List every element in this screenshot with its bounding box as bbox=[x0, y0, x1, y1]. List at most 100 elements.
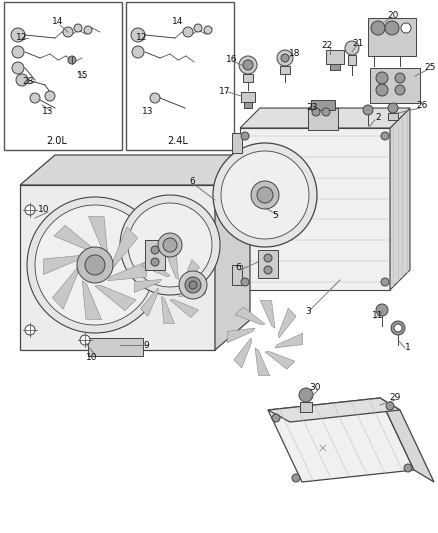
Bar bbox=[300, 402, 312, 412]
Circle shape bbox=[120, 195, 220, 295]
Polygon shape bbox=[227, 328, 255, 343]
Circle shape bbox=[150, 93, 160, 103]
Polygon shape bbox=[240, 108, 410, 128]
Bar bbox=[348, 55, 356, 65]
Circle shape bbox=[221, 151, 309, 239]
Circle shape bbox=[151, 246, 159, 254]
Circle shape bbox=[363, 105, 373, 115]
Circle shape bbox=[239, 56, 257, 74]
Circle shape bbox=[376, 84, 388, 96]
Polygon shape bbox=[20, 185, 215, 350]
Circle shape bbox=[11, 28, 25, 42]
Circle shape bbox=[74, 24, 82, 32]
Circle shape bbox=[179, 271, 207, 299]
Circle shape bbox=[68, 56, 76, 64]
Circle shape bbox=[299, 388, 313, 402]
Polygon shape bbox=[235, 307, 265, 325]
Bar bbox=[308, 108, 338, 130]
Bar bbox=[370, 68, 420, 103]
Bar bbox=[243, 74, 253, 82]
Polygon shape bbox=[390, 108, 410, 290]
Text: 12: 12 bbox=[16, 34, 28, 43]
Circle shape bbox=[185, 277, 201, 293]
Polygon shape bbox=[141, 288, 159, 317]
Circle shape bbox=[381, 132, 389, 140]
Bar bbox=[232, 265, 242, 285]
Circle shape bbox=[292, 474, 300, 482]
Circle shape bbox=[386, 402, 394, 410]
Polygon shape bbox=[170, 300, 198, 318]
Text: 17: 17 bbox=[219, 87, 231, 96]
Circle shape bbox=[385, 21, 399, 35]
Text: 20: 20 bbox=[387, 11, 399, 20]
Circle shape bbox=[189, 281, 197, 289]
Bar bbox=[244, 102, 252, 108]
Bar bbox=[258, 250, 278, 278]
Bar bbox=[4, 2, 122, 150]
Circle shape bbox=[12, 62, 24, 74]
Circle shape bbox=[241, 278, 249, 286]
Polygon shape bbox=[54, 225, 95, 251]
Circle shape bbox=[12, 46, 24, 58]
Circle shape bbox=[391, 321, 405, 335]
Text: 14: 14 bbox=[172, 18, 184, 27]
Text: 28: 28 bbox=[22, 77, 34, 86]
Bar bbox=[280, 66, 290, 74]
Bar bbox=[232, 133, 242, 153]
Bar bbox=[326, 50, 344, 64]
Text: 6: 6 bbox=[235, 263, 241, 272]
Polygon shape bbox=[134, 279, 162, 293]
Text: 11: 11 bbox=[372, 311, 384, 320]
Circle shape bbox=[213, 143, 317, 247]
Polygon shape bbox=[265, 351, 295, 369]
Circle shape bbox=[281, 54, 289, 62]
Bar bbox=[368, 18, 416, 56]
Text: 2.0L: 2.0L bbox=[46, 136, 67, 146]
Text: 30: 30 bbox=[309, 384, 321, 392]
Circle shape bbox=[401, 23, 411, 33]
Circle shape bbox=[404, 464, 412, 472]
Polygon shape bbox=[268, 398, 414, 482]
Circle shape bbox=[394, 324, 402, 332]
Circle shape bbox=[251, 181, 279, 209]
Circle shape bbox=[163, 238, 177, 252]
Circle shape bbox=[371, 21, 385, 35]
Polygon shape bbox=[268, 398, 400, 422]
Polygon shape bbox=[181, 260, 199, 288]
Circle shape bbox=[388, 103, 398, 113]
Circle shape bbox=[204, 26, 212, 34]
Text: 25: 25 bbox=[424, 63, 436, 72]
Bar bbox=[126, 2, 234, 150]
Circle shape bbox=[25, 205, 35, 215]
Circle shape bbox=[395, 73, 405, 83]
Circle shape bbox=[35, 205, 155, 325]
Circle shape bbox=[257, 187, 273, 203]
Circle shape bbox=[151, 258, 159, 266]
Polygon shape bbox=[234, 338, 251, 368]
Polygon shape bbox=[260, 300, 275, 328]
Circle shape bbox=[264, 254, 272, 262]
Circle shape bbox=[312, 108, 320, 116]
Text: 2: 2 bbox=[375, 114, 381, 123]
Polygon shape bbox=[166, 252, 179, 279]
Polygon shape bbox=[141, 259, 170, 277]
Circle shape bbox=[381, 278, 389, 286]
Polygon shape bbox=[20, 155, 250, 185]
Polygon shape bbox=[95, 285, 136, 311]
Circle shape bbox=[277, 50, 293, 66]
Text: 16: 16 bbox=[226, 55, 238, 64]
Text: 29: 29 bbox=[389, 393, 401, 402]
Text: 23: 23 bbox=[306, 103, 318, 112]
Text: 13: 13 bbox=[142, 108, 154, 117]
Text: 5: 5 bbox=[272, 211, 278, 220]
Text: 12: 12 bbox=[136, 34, 148, 43]
Circle shape bbox=[84, 26, 92, 34]
Polygon shape bbox=[380, 398, 434, 482]
Circle shape bbox=[63, 27, 73, 37]
Polygon shape bbox=[215, 155, 250, 350]
Text: 10: 10 bbox=[38, 206, 50, 214]
Text: 3: 3 bbox=[305, 308, 311, 317]
Circle shape bbox=[77, 247, 113, 283]
Polygon shape bbox=[108, 262, 147, 281]
Bar bbox=[88, 338, 143, 356]
